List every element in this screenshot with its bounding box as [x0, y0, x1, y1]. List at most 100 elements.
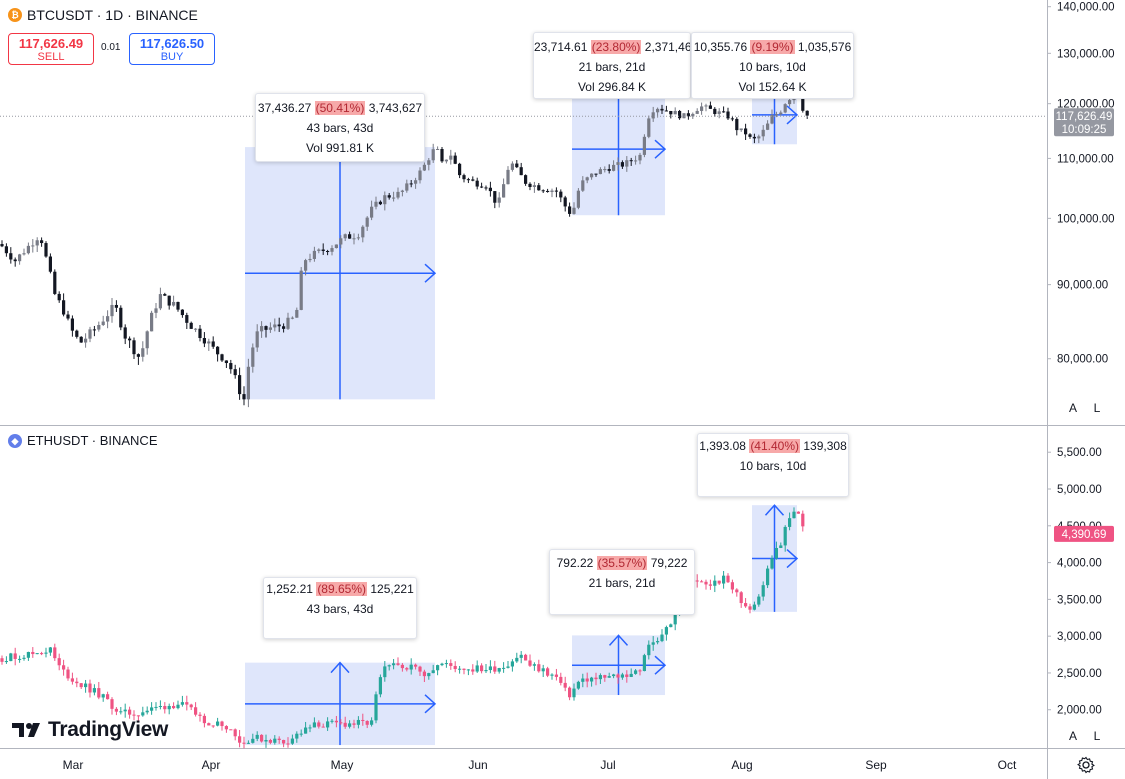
candle-body [471, 669, 475, 672]
candle-body [779, 112, 783, 115]
candle-body [44, 652, 48, 654]
candle-body [207, 723, 211, 726]
candle-body [334, 720, 338, 723]
time-axis-label: Apr [202, 758, 221, 772]
candle-body [242, 742, 246, 744]
candle-body [774, 547, 778, 559]
measure-arrow-head-right [424, 263, 437, 283]
candle-body [616, 162, 620, 165]
candle-body [682, 113, 686, 119]
candle-body [158, 706, 162, 708]
btc-measure-label-2[interactable]: 23,714.61 (23.80%) 2,371,461 21 bars, 21… [533, 32, 691, 99]
tradingview-logo[interactable]: TradingView [12, 718, 168, 742]
measure-zone-3 [752, 504, 799, 612]
sell-button[interactable]: 117,626.49 SELL [8, 33, 94, 65]
candle-body [594, 677, 598, 680]
candle-body [106, 694, 110, 700]
settings-gear-icon[interactable] [1077, 756, 1095, 774]
candle-body [431, 149, 435, 161]
price-axis-label: 4,000.00 [1057, 558, 1102, 570]
candle-body [502, 184, 506, 198]
candle-body [541, 190, 545, 192]
measure-ticks: 125,221 [370, 582, 414, 596]
candle-body [475, 180, 479, 187]
candle-body [84, 683, 88, 688]
candle-body [211, 341, 215, 347]
buy-button[interactable]: 117,626.50 BUY [129, 33, 215, 65]
candle-body [308, 727, 312, 729]
candle-body [704, 105, 708, 107]
candle-body [726, 111, 730, 119]
measure-bars: 43 bars, 43d [306, 121, 374, 135]
candle-body [70, 318, 74, 331]
candles [0, 90, 809, 408]
candle-body [312, 722, 316, 728]
candle-body [779, 545, 783, 548]
btc-symbol-header[interactable]: ₿ BTCUSDT · 1D · BINANCE [8, 7, 198, 23]
candle-body [629, 673, 633, 677]
eth-measure-label-1[interactable]: 1,252.21 (89.65%) 125,221 43 bars, 43d [263, 577, 417, 639]
candle-body [290, 317, 294, 319]
candle-body [550, 190, 554, 193]
btc-measure-label-3[interactable]: 10,355.76 (9.19%) 1,035,576 10 bars, 10d… [691, 32, 854, 99]
candle-body [392, 197, 396, 199]
measure-percent: (23.80%) [590, 40, 642, 54]
candle-body [510, 163, 514, 170]
candle-body [444, 159, 448, 162]
candle-body [216, 721, 220, 726]
candle-body [506, 666, 510, 668]
candle-body [576, 190, 580, 208]
candle-body [625, 674, 629, 677]
candle-body [431, 670, 435, 674]
candle-body [211, 725, 215, 727]
candle-body [686, 113, 690, 117]
candle-body [453, 155, 457, 164]
auto-scale-button-bottom[interactable]: A [1068, 729, 1077, 743]
candle-body [326, 721, 330, 728]
candle-body [84, 338, 88, 343]
candle-body [598, 169, 602, 175]
candle-body [79, 683, 83, 688]
candle-body [480, 186, 484, 188]
candle-body [352, 723, 356, 725]
candle-body [480, 665, 484, 672]
candle-body [62, 300, 66, 315]
log-scale-button-bottom[interactable]: L [1093, 729, 1101, 743]
candle-body [18, 254, 22, 262]
candle-body [282, 326, 286, 329]
candle-body [299, 270, 303, 310]
candle-body [757, 596, 761, 605]
candle-body [515, 163, 519, 168]
candle-body [629, 160, 633, 162]
measure-bars: 43 bars, 43d [306, 602, 374, 616]
candle-body [616, 674, 620, 678]
candle-body [242, 394, 246, 400]
auto-scale-button-top[interactable]: A [1068, 401, 1077, 415]
eth-measure-label-2[interactable]: 792.22 (35.57%) 79,222 21 bars, 21d [549, 549, 695, 615]
candle-body [594, 173, 598, 175]
candle-body [53, 647, 57, 659]
candle-body [620, 162, 624, 167]
eth-symbol-header[interactable]: ◆ ETHUSDT · BINANCE [8, 433, 158, 448]
candle-body [656, 108, 660, 113]
measure-percent: (35.57%) [596, 556, 648, 570]
candle-body [229, 363, 233, 370]
candle-body [273, 738, 277, 743]
log-scale-button-top[interactable]: L [1093, 401, 1101, 415]
btc-measure-label-1[interactable]: 37,436.27 (50.41%) 3,743,627 43 bars, 43… [255, 93, 425, 162]
price-axis-label: 5,500.00 [1057, 447, 1102, 459]
candle-body [9, 253, 13, 260]
candle-body [66, 314, 70, 319]
candle-body [150, 707, 154, 711]
candle-body [462, 175, 466, 180]
candle-body [585, 177, 589, 181]
candle-body [31, 651, 35, 655]
candle-body [136, 715, 140, 717]
time-axis-label: Mar [63, 758, 84, 772]
eth-measure-label-3[interactable]: 1,393.08 (41.40%) 139,308 10 bars, 10d [697, 433, 849, 497]
price-axis-label: 2,000.00 [1057, 705, 1102, 717]
candle-body [163, 706, 167, 710]
candle-body [691, 113, 695, 117]
tradingview-logo-icon [12, 723, 40, 737]
